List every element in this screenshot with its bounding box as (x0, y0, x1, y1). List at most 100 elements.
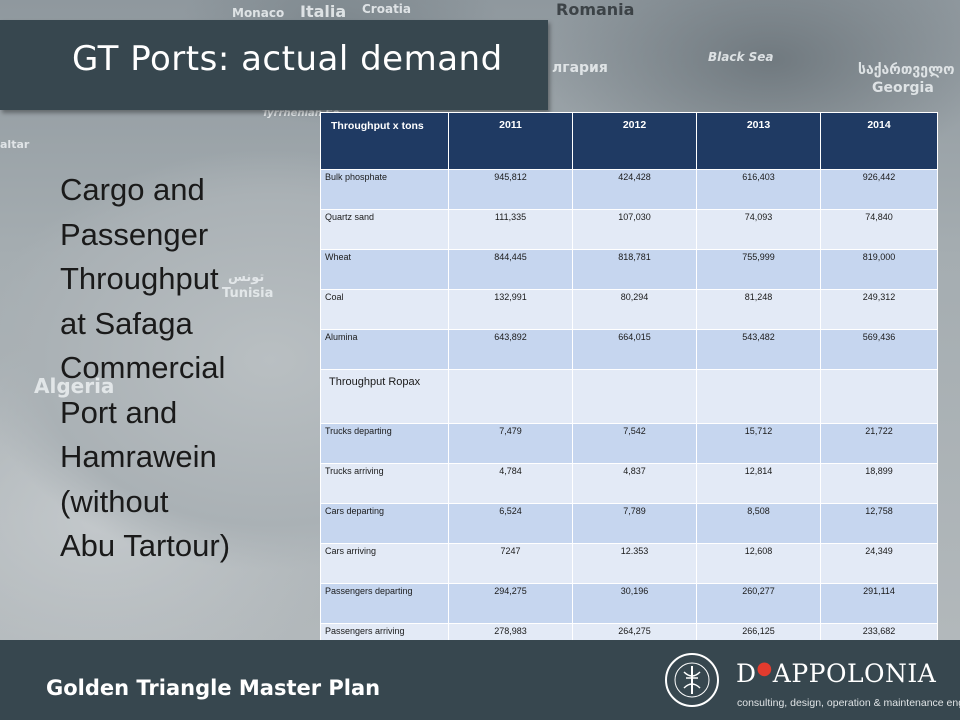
row-label: Cars departing (320, 503, 449, 544)
map-label-italia: Italia (300, 2, 347, 21)
section-label-ropax: Throughput Ropax (320, 369, 449, 424)
subtitle-line: Throughput (60, 261, 219, 296)
table-cell: 132,991 (448, 289, 573, 330)
table-cell: 844,445 (448, 249, 573, 290)
table-cell: 12,758 (820, 503, 938, 544)
subtitle-line: Commercial (60, 350, 226, 385)
rina-seal-icon (665, 653, 719, 707)
subtitle-line: Cargo and (60, 172, 205, 207)
table-cell: 616,403 (696, 169, 821, 210)
table-cell: 249,312 (820, 289, 938, 330)
row-label: Passengers departing (320, 583, 449, 624)
table-cell: 294,275 (448, 583, 573, 624)
brand-prefix: D (736, 659, 757, 688)
subtitle-line: (without (60, 483, 169, 519)
table-cell: 74,093 (696, 209, 821, 250)
table-cell: 7,542 (572, 423, 697, 464)
table-cell: 643,892 (448, 329, 573, 370)
table-cell: 945,812 (448, 169, 573, 210)
map-label-bulgaria: лгария (552, 60, 608, 76)
table-cell: 80,294 (572, 289, 697, 330)
table-cell: 111,335 (448, 209, 573, 250)
map-label-romania: Romania (556, 0, 635, 19)
table-cell-empty (696, 369, 821, 424)
table-cell: 819,000 (820, 249, 938, 290)
table-row: Cars departing 6,524 7,789 8,508 12,758 (320, 503, 938, 544)
row-label: Cars arriving (320, 543, 449, 584)
footer-bar: Golden Triangle Master Plan D●APPOLONIA … (0, 640, 960, 720)
row-label: Trucks arriving (320, 463, 449, 504)
table-row: Alumina 643,892 664,015 543,482 569,436 (320, 329, 938, 370)
table-cell: 664,015 (572, 329, 697, 370)
row-label: Wheat (320, 249, 449, 290)
table-row: Trucks arriving 4,784 4,837 12,814 18,89… (320, 463, 938, 504)
page-title: GT Ports: actual demand (72, 39, 503, 79)
table-header-row: Throughput x tons 2011 2012 2013 2014 (320, 112, 938, 170)
row-label: Trucks departing (320, 423, 449, 464)
title-banner (0, 20, 548, 110)
table-cell: 543,482 (696, 329, 821, 370)
column-header-2011: 2011 (448, 112, 573, 170)
table-row: Passengers departing 294,275 30,196 260,… (320, 583, 938, 624)
table-cell: 7,479 (448, 423, 573, 464)
table-section-row: Throughput Ropax (320, 369, 938, 424)
column-header-2014: 2014 (820, 112, 938, 170)
table-cell: 755,999 (696, 249, 821, 290)
table-cell: 6,524 (448, 503, 573, 544)
subtitle-line: Abu Tartour) (60, 528, 231, 563)
subtitle-line: Port and (60, 394, 178, 430)
table-row: Wheat 844,445 818,781 755,999 819,000 (320, 249, 938, 290)
table-cell-empty (448, 369, 573, 424)
map-label-black-sea: Black Sea (708, 50, 774, 64)
table-cell: 4,837 (572, 463, 697, 504)
row-label: Quartz sand (320, 209, 449, 250)
table-cell-empty (820, 369, 938, 424)
brand-suffix: APPOLONIA (772, 659, 937, 688)
footer-title: Golden Triangle Master Plan (46, 676, 381, 700)
column-header-2013: 2013 (696, 112, 821, 170)
slide-subtitle: Cargo and Passenger Throughput at Safaga… (60, 168, 310, 569)
table-cell: 424,428 (572, 169, 697, 210)
row-label: Bulk phosphate (320, 169, 449, 210)
map-label-georgia-native: საქართველო (858, 62, 955, 78)
table-cell: 81,248 (696, 289, 821, 330)
subtitle-line: Passenger (60, 216, 209, 252)
brand-dot-icon: ● (756, 658, 773, 679)
map-label-tunisia: Tunisia (222, 286, 274, 301)
table-cell: 569,436 (820, 329, 938, 370)
map-label-tunisia-native: تونس (228, 270, 265, 285)
table-cell: 107,030 (572, 209, 697, 250)
table-cell: 7,789 (572, 503, 697, 544)
throughput-table: Throughput x tons 2011 2012 2013 2014 Bu… (320, 112, 938, 664)
table-cell: 926,442 (820, 169, 938, 210)
table-cell: 18,899 (820, 463, 938, 504)
table-cell: 8,508 (696, 503, 821, 544)
column-header-throughput: Throughput x tons (320, 112, 449, 170)
table-cell: 74,840 (820, 209, 938, 250)
map-label-algeria: Algeria (34, 374, 115, 398)
throughput-table-container: Throughput x tons 2011 2012 2013 2014 Bu… (320, 112, 938, 664)
column-header-2012: 2012 (572, 112, 697, 170)
table-row: Coal 132,991 80,294 81,248 249,312 (320, 289, 938, 330)
table-cell: 30,196 (572, 583, 697, 624)
table-cell: 4,784 (448, 463, 573, 504)
table-cell: 24,349 (820, 543, 938, 584)
table-cell: 12,814 (696, 463, 821, 504)
table-cell: 818,781 (572, 249, 697, 290)
brand-tagline: consulting, design, operation & maintena… (737, 697, 960, 709)
table-cell: 12.353 (572, 543, 697, 584)
subtitle-line: Hamrawein (60, 439, 217, 474)
map-label-croatia: Croatia (362, 2, 412, 16)
table-cell: 21,722 (820, 423, 938, 464)
table-cell: 291,114 (820, 583, 938, 624)
table-cell: 260,277 (696, 583, 821, 624)
map-label-tyrrhenian: Tyrrhenian Se (262, 108, 340, 119)
table-cell: 7247 (448, 543, 573, 584)
map-label-monaco: Monaco (232, 6, 285, 20)
row-label: Coal (320, 289, 449, 330)
table-row: Trucks departing 7,479 7,542 15,712 21,7… (320, 423, 938, 464)
table-cell: 12,608 (696, 543, 821, 584)
table-cell: 15,712 (696, 423, 821, 464)
table-cell-empty (572, 369, 697, 424)
table-row: Quartz sand 111,335 107,030 74,093 74,84… (320, 209, 938, 250)
